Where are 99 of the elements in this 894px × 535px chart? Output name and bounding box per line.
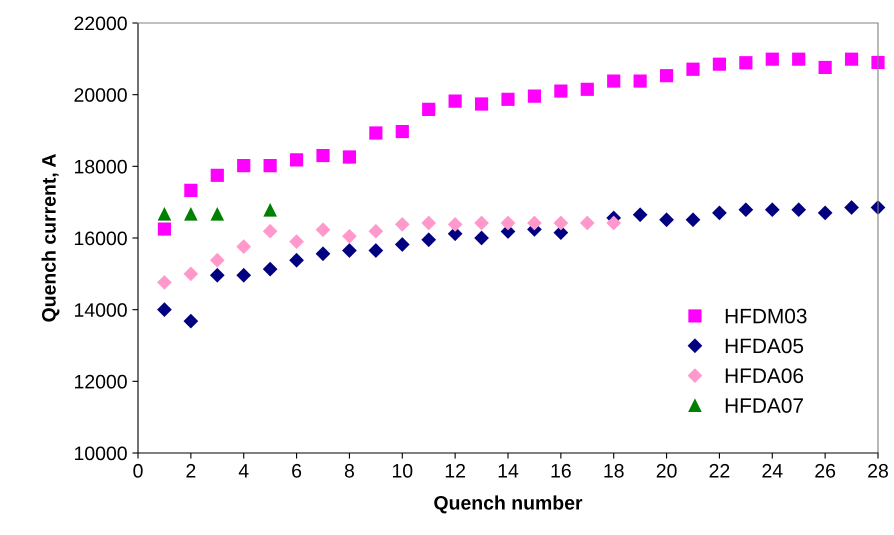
point: [634, 74, 647, 88]
point: [184, 184, 198, 197]
point: [791, 202, 806, 217]
point: [844, 200, 859, 215]
x-axis-title: Quench number: [434, 495, 582, 514]
point: [818, 206, 832, 220]
point: [342, 243, 357, 258]
point: [368, 224, 384, 238]
point: [422, 102, 436, 116]
legend-label: HFDM03: [726, 308, 807, 324]
point: [210, 168, 224, 182]
point: [396, 124, 409, 138]
point: [395, 217, 410, 232]
y-tick-label: 18000: [75, 160, 127, 174]
point: [316, 246, 330, 261]
point: [210, 207, 224, 221]
point: [369, 126, 382, 140]
point: [210, 252, 225, 268]
y-tick-label: 12000: [75, 374, 127, 389]
point: [264, 203, 277, 217]
legend-label: HFDA07: [726, 398, 803, 413]
point: [184, 266, 198, 282]
point: [395, 237, 410, 252]
x-tick-label: 28: [868, 464, 888, 478]
x-tick-label: 14: [498, 464, 518, 478]
point: [766, 52, 779, 66]
y-axis-title: Quench current, A: [42, 154, 60, 322]
point: [659, 212, 674, 227]
point: [554, 216, 568, 230]
point: [448, 94, 462, 108]
legend-label: HFDA06: [726, 368, 804, 384]
point: [289, 234, 304, 249]
point: [500, 216, 516, 230]
point: [264, 159, 277, 172]
point: [660, 69, 674, 82]
point: [421, 232, 436, 248]
point: [528, 90, 542, 103]
point: [554, 84, 568, 98]
x-tick-label: 20: [656, 464, 677, 478]
point: [157, 275, 172, 290]
point: [844, 52, 858, 66]
point: [342, 228, 357, 244]
point: [739, 56, 752, 70]
point: [871, 56, 885, 70]
x-tick-label: 8: [344, 464, 354, 478]
point: [158, 222, 172, 236]
point: [606, 216, 621, 230]
x-tick-label: 6: [292, 464, 302, 478]
point: [501, 92, 515, 106]
x-tick-label: 26: [815, 464, 836, 478]
point: [289, 252, 304, 268]
point: [632, 207, 648, 222]
point: [342, 150, 356, 164]
point: [262, 262, 278, 276]
point: [474, 97, 488, 111]
point: [448, 217, 462, 232]
point: [792, 52, 806, 66]
point: [237, 159, 250, 172]
point: [686, 62, 700, 76]
point: [474, 230, 489, 246]
point: [474, 216, 489, 230]
point: [236, 268, 251, 282]
y-tick-label: 20000: [74, 88, 127, 102]
x-tick-label: 4: [238, 464, 249, 478]
point: [184, 314, 198, 328]
x-tick-label: 12: [446, 464, 465, 478]
point: [184, 207, 198, 221]
point: [157, 302, 172, 317]
x-tick-label: 18: [604, 464, 624, 478]
y-tick-label: 22000: [74, 16, 127, 30]
point: [607, 74, 620, 88]
x-tick-label: 10: [392, 464, 412, 478]
point: [316, 148, 330, 162]
point: [738, 202, 754, 217]
point: [712, 58, 726, 71]
x-tick-label: 22: [710, 464, 730, 478]
point: [421, 216, 436, 230]
y-tick-label: 10000: [75, 446, 127, 460]
point: [262, 224, 278, 238]
point: [527, 216, 542, 230]
x-tick-label: 2: [186, 464, 196, 478]
point: [580, 216, 595, 230]
y-tick-label: 16000: [75, 231, 127, 246]
y-tick-label: 14000: [75, 303, 127, 317]
point: [158, 207, 172, 221]
legend-label: HFDA05: [726, 338, 804, 354]
x-tick-label: 0: [133, 464, 143, 478]
point: [765, 202, 780, 217]
x-tick-label: 24: [762, 464, 783, 478]
point: [580, 82, 594, 96]
point: [368, 243, 384, 258]
point: [818, 60, 832, 74]
point: [290, 153, 304, 166]
x-tick-label: 16: [552, 464, 571, 478]
point: [686, 212, 700, 227]
point: [316, 222, 330, 237]
point: [712, 206, 727, 220]
point: [210, 268, 225, 282]
point: [236, 239, 251, 254]
